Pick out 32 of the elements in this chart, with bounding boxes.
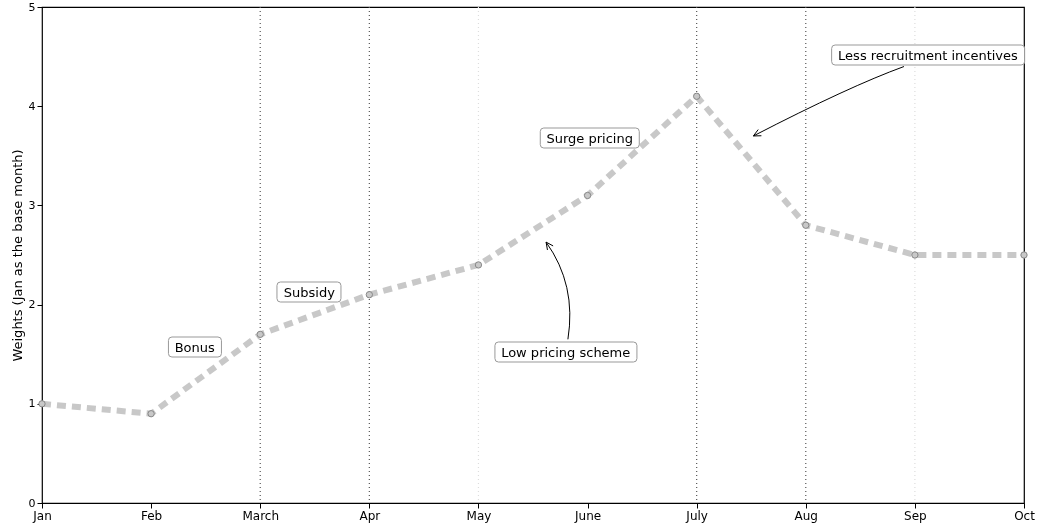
x-tick-label: May [466, 508, 492, 523]
x-tick-label: Aug [794, 508, 818, 523]
y-tick-label: 5 [28, 0, 36, 14]
annotation: Surge pricing [539, 127, 640, 149]
annotation: Less recruitment incentives [831, 44, 1025, 66]
annotation: Low pricing scheme [494, 341, 638, 363]
x-tick-label: Oct [1014, 508, 1036, 523]
point [365, 291, 373, 299]
point [38, 400, 46, 408]
point [256, 330, 264, 339]
annotation: Bonus [167, 336, 222, 358]
y-tick-label: 1 [28, 397, 36, 411]
y-tick-label: 0 [28, 496, 36, 510]
x-tick-label: June [573, 508, 602, 523]
x-tick-label: Feb [140, 508, 163, 523]
x-tick-label: July [685, 508, 708, 523]
point [583, 191, 592, 200]
x-tick-label: March [242, 508, 280, 523]
y-tick-label: 2 [28, 298, 36, 312]
x-tick-label: Sep [904, 508, 927, 523]
y-tick-label: 3 [28, 198, 36, 212]
point [1020, 251, 1028, 259]
x-tick-label: Apr [359, 508, 381, 523]
point [802, 221, 810, 229]
point [911, 251, 919, 259]
point [693, 92, 701, 100]
point [474, 261, 483, 269]
x-tick-label: Jan [32, 508, 52, 523]
y-axis-title: Weights (Jan as the base month) [9, 149, 25, 362]
annotation: Subsidy [276, 281, 342, 303]
point [147, 410, 155, 418]
y-tick-label: 4 [28, 99, 36, 113]
